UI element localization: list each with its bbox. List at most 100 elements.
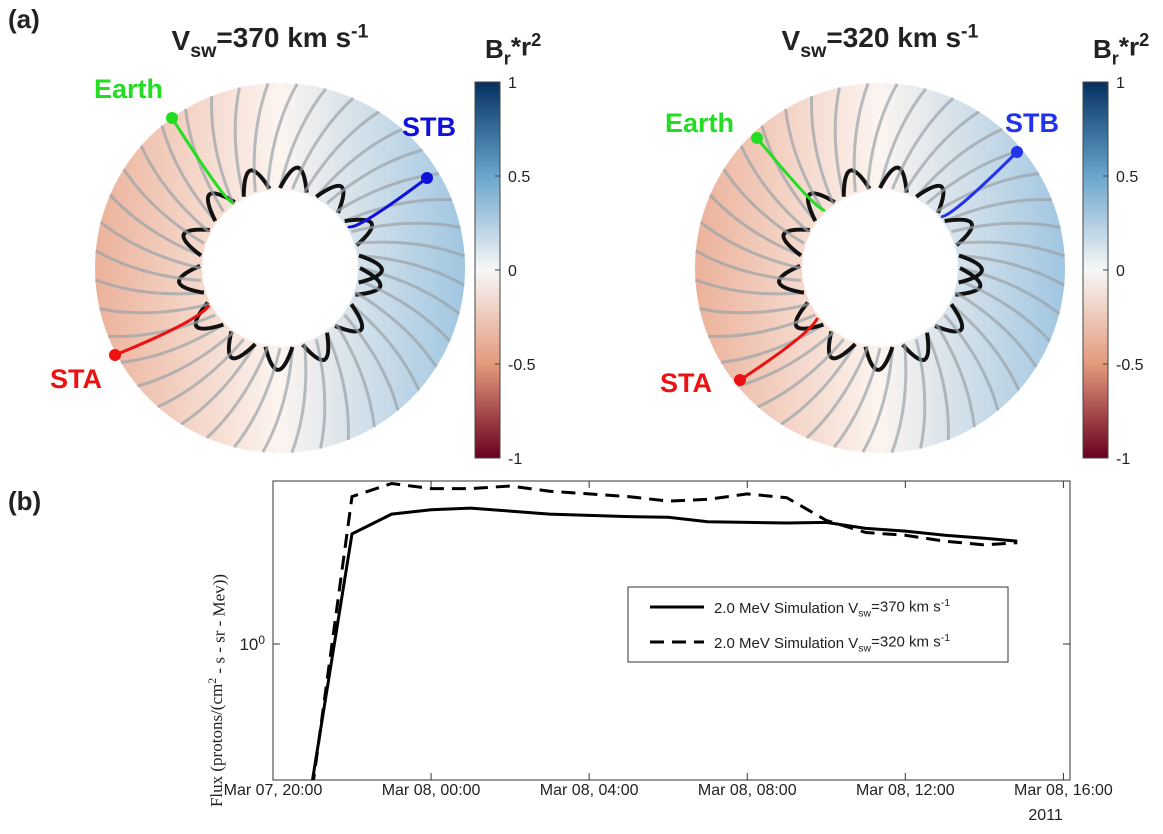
closed-field-line — [263, 346, 295, 372]
field-line — [350, 221, 461, 234]
closed-field-line — [278, 165, 309, 193]
spacecraft-label: STB — [1005, 108, 1059, 138]
closed-field-line — [781, 227, 810, 258]
field-line — [861, 346, 894, 453]
closed-field-line — [901, 332, 931, 363]
field-line — [699, 302, 810, 315]
field-line — [809, 96, 835, 204]
colorbar-tick-label: -0.5 — [1116, 357, 1144, 374]
colorbar-tick-label: 0.5 — [1116, 169, 1138, 186]
panel-label: (b) — [8, 486, 41, 516]
field-line — [326, 148, 423, 205]
legend-box — [627, 586, 1009, 663]
field-line — [108, 313, 216, 339]
spacecraft-label: STA — [50, 364, 102, 394]
closed-field-line — [358, 253, 384, 285]
field-line — [252, 82, 270, 193]
field-line — [833, 347, 882, 449]
closed-field-line — [958, 253, 984, 285]
field-line — [291, 96, 355, 190]
closed-field-line — [193, 301, 224, 331]
field-line — [314, 338, 327, 449]
field-line — [233, 87, 246, 198]
field-line — [290, 343, 308, 454]
field-line — [266, 83, 299, 190]
closed-field-line — [315, 184, 346, 214]
plot-frame — [272, 480, 1071, 781]
x-tick-label: Mar 08, 12:00 — [856, 782, 955, 799]
closed-field-line — [934, 303, 964, 334]
field-line — [325, 332, 351, 440]
field-line — [925, 332, 951, 440]
connection-line — [347, 176, 428, 229]
colorbar-tick-label: -1 — [1116, 451, 1130, 468]
colorbar-tick-label: -1 — [508, 451, 522, 468]
closed-field-line — [226, 331, 257, 361]
y-tick-label: 100 — [239, 633, 265, 654]
field-line — [694, 278, 805, 296]
x-tick-label: Mar 07, 20:00 — [224, 782, 323, 799]
map-title: Vsw=370 km s-1 — [172, 20, 369, 62]
colorbar-tick-label: -0.5 — [508, 357, 536, 374]
spacecraft-label: Earth — [94, 74, 163, 104]
field-line — [233, 347, 282, 449]
field-line — [94, 278, 205, 296]
field-line — [355, 291, 438, 368]
field-line — [935, 323, 976, 428]
field-line — [760, 125, 817, 222]
x-tick-label: Mar 08, 00:00 — [382, 782, 481, 799]
field-line — [914, 338, 927, 449]
spacecraft-label: Earth — [665, 108, 734, 138]
field-line — [278, 87, 327, 189]
field-line — [959, 266, 1061, 315]
field-line — [833, 87, 846, 198]
plot-area — [311, 481, 1018, 780]
field-line — [303, 110, 380, 193]
closed-field-line — [334, 303, 364, 334]
colorbar-tick-label: 0.5 — [508, 169, 530, 186]
spacecraft-marker — [751, 132, 763, 144]
field-line — [122, 168, 205, 245]
field-line — [120, 323, 225, 364]
field-line — [99, 221, 201, 270]
closed-field-line — [355, 266, 383, 297]
spacecraft-marker — [166, 112, 178, 124]
field-line — [695, 249, 802, 282]
field-line — [344, 197, 452, 223]
field-line — [359, 266, 461, 315]
panel-label: (a) — [8, 4, 40, 34]
closed-field-line — [177, 264, 205, 295]
colorbar-tick-label: 0 — [508, 263, 517, 280]
field-line — [261, 346, 294, 453]
field-line — [780, 343, 857, 426]
spacecraft-marker — [421, 172, 433, 184]
closed-field-line — [915, 184, 946, 214]
field-line — [708, 193, 802, 257]
colorbar-label: Br*r2 — [485, 30, 541, 68]
field-line — [915, 127, 1003, 198]
legend-label: 2.0 MeV Simulation Vsw=370 km s-1 — [714, 597, 950, 620]
closed-field-line — [955, 266, 983, 297]
field-line — [903, 110, 980, 193]
field-line — [890, 343, 908, 454]
field-line — [355, 240, 466, 258]
field-line — [95, 249, 202, 282]
field-line — [343, 314, 400, 411]
field-line — [955, 240, 1066, 258]
closed-field-line — [805, 191, 836, 222]
closed-field-line — [863, 346, 895, 372]
field-line — [209, 96, 235, 204]
field-line — [950, 303, 1021, 391]
field-line — [958, 254, 1065, 287]
closed-field-line — [241, 168, 272, 197]
field-map — [694, 82, 1066, 454]
field-line — [108, 193, 202, 257]
field-line — [722, 168, 805, 245]
closed-field-line — [944, 217, 975, 247]
field-line — [852, 82, 870, 193]
field-line — [720, 323, 825, 364]
closed-field-line — [841, 168, 872, 197]
field-line — [784, 108, 825, 213]
colorbar-tick-label: 0 — [1116, 263, 1125, 280]
x-tick-label: Mar 08, 04:00 — [540, 782, 639, 799]
